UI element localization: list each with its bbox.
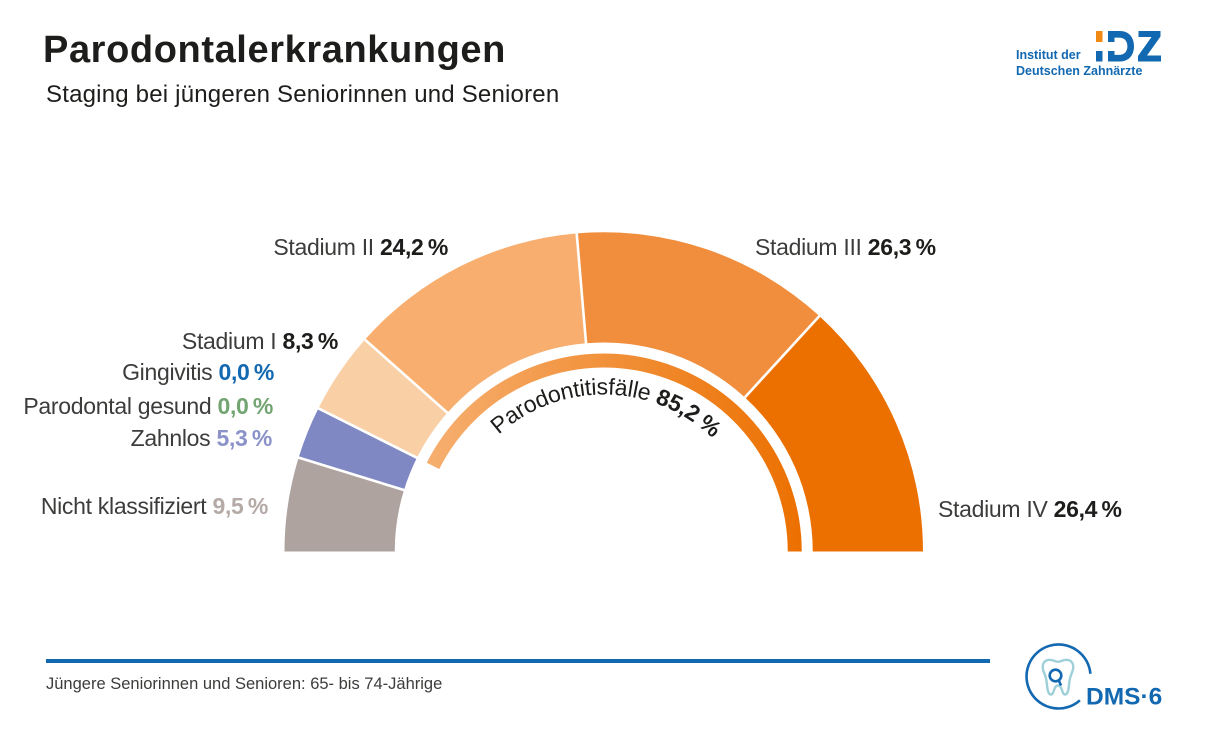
svg-text:DMS·6: DMS·6 [1086, 684, 1162, 711]
